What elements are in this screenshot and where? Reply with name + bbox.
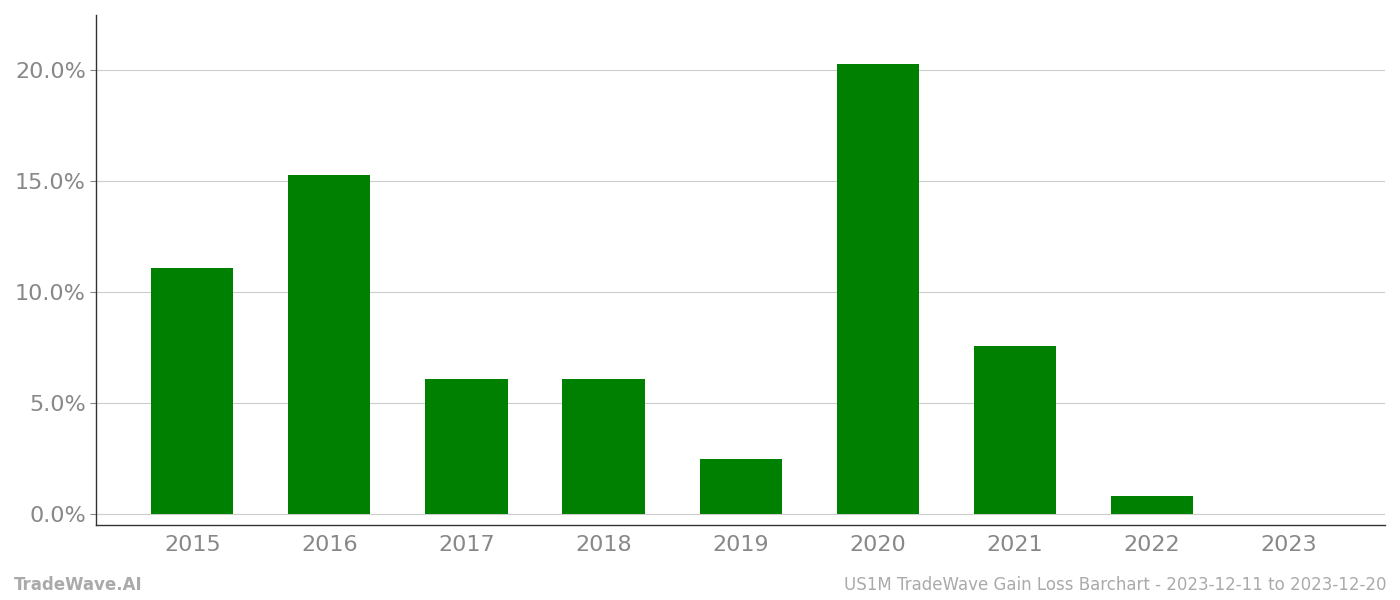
Bar	[1110, 496, 1193, 514]
Bar	[974, 346, 1056, 514]
Text: US1M TradeWave Gain Loss Barchart - 2023-12-11 to 2023-12-20: US1M TradeWave Gain Loss Barchart - 2023…	[843, 576, 1386, 594]
Bar	[426, 379, 508, 514]
Bar	[288, 175, 371, 514]
Bar	[151, 268, 234, 514]
Bar	[563, 379, 644, 514]
Bar	[837, 64, 918, 514]
Text: TradeWave.AI: TradeWave.AI	[14, 576, 143, 594]
Bar	[700, 459, 781, 514]
